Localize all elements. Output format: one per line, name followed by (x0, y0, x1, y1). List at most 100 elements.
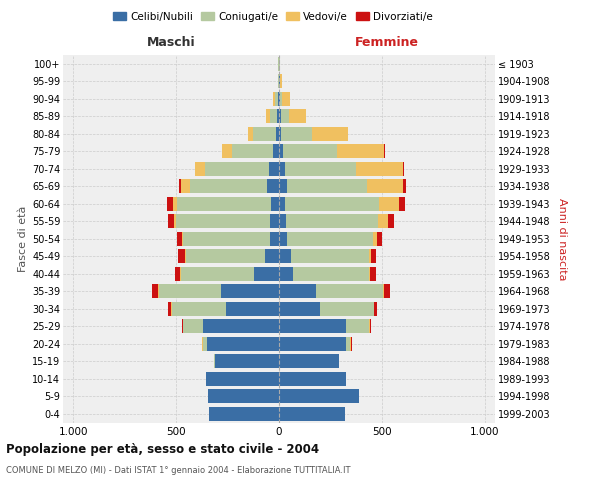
Bar (279, 74, 280, 88)
Bar (346, 320, 369, 333)
Bar (346, 337, 350, 351)
Bar (279, 249, 291, 263)
Bar (273, 144, 279, 158)
Bar (174, 214, 176, 228)
Bar (178, 249, 185, 263)
Bar (266, 180, 279, 193)
Bar (281, 110, 289, 123)
Bar (279, 232, 287, 245)
Text: COMUNE DI MELZO (MI) - Dati ISTAT 1° gennaio 2004 - Elaborazione TUTTITALIA.IT: COMUNE DI MELZO (MI) - Dati ISTAT 1° gen… (6, 466, 350, 475)
Bar (172, 302, 226, 316)
Bar (279, 144, 283, 158)
Bar (223, 144, 232, 158)
Bar (266, 110, 270, 123)
Bar (254, 267, 279, 281)
Bar (232, 144, 273, 158)
Y-axis label: Fasce di età: Fasce di età (17, 206, 28, 272)
Bar (207, 337, 279, 351)
Bar (356, 162, 403, 176)
Bar (173, 196, 177, 211)
Bar (399, 196, 405, 211)
Bar (158, 284, 221, 298)
Bar (279, 284, 316, 298)
Bar (279, 320, 346, 333)
Bar (206, 372, 279, 386)
Bar (167, 196, 173, 211)
Bar (289, 110, 306, 123)
Bar (185, 249, 187, 263)
Bar (287, 180, 367, 193)
Bar (171, 302, 172, 316)
Bar (281, 126, 312, 141)
Bar (279, 407, 345, 421)
Bar (350, 337, 351, 351)
Bar (279, 337, 346, 351)
Bar (337, 144, 384, 158)
Bar (169, 214, 174, 228)
Y-axis label: Anni di nascita: Anni di nascita (557, 198, 567, 280)
Bar (275, 92, 278, 106)
Bar (181, 180, 190, 193)
Bar (194, 162, 205, 176)
Text: Femmine: Femmine (355, 36, 419, 49)
Bar (285, 162, 356, 176)
Bar (209, 407, 279, 421)
Bar (279, 267, 293, 281)
Bar (226, 302, 279, 316)
Bar (279, 126, 281, 141)
Bar (280, 92, 283, 106)
Bar (270, 214, 279, 228)
Bar (279, 162, 285, 176)
Bar (279, 302, 320, 316)
Bar (273, 92, 275, 106)
Bar (379, 196, 399, 211)
Bar (205, 162, 269, 176)
Bar (377, 232, 382, 245)
Bar (177, 196, 271, 211)
Bar (184, 320, 203, 333)
Bar (378, 214, 388, 228)
Bar (279, 354, 338, 368)
Bar (271, 196, 279, 211)
Bar (277, 110, 279, 123)
Bar (279, 389, 359, 403)
Bar (374, 302, 377, 316)
Bar (383, 284, 384, 298)
Bar (351, 337, 352, 351)
Bar (291, 249, 368, 263)
Bar (215, 354, 279, 368)
Bar (403, 162, 404, 176)
Bar (221, 284, 279, 298)
Text: Maschi: Maschi (146, 36, 196, 49)
Bar (276, 126, 279, 141)
Bar (279, 372, 346, 386)
Bar (179, 180, 181, 193)
Bar (270, 232, 279, 245)
Bar (368, 267, 370, 281)
Bar (181, 267, 254, 281)
Bar (279, 196, 285, 211)
Bar (320, 302, 374, 316)
Bar (338, 354, 340, 368)
Bar (169, 302, 171, 316)
Bar (187, 249, 265, 263)
Bar (265, 249, 279, 263)
Bar (287, 232, 373, 245)
Bar (203, 337, 207, 351)
Bar (152, 284, 158, 298)
Bar (182, 320, 184, 333)
Bar (279, 180, 287, 193)
Bar (269, 162, 279, 176)
Bar (214, 354, 215, 368)
Bar (384, 284, 389, 298)
Legend: Celibi/Nubili, Coniugati/e, Vedovi/e, Divorziati/e: Celibi/Nubili, Coniugati/e, Vedovi/e, Di… (109, 8, 437, 26)
Bar (176, 232, 182, 245)
Bar (283, 144, 337, 158)
Bar (316, 284, 383, 298)
Bar (283, 92, 290, 106)
Bar (373, 232, 377, 245)
Bar (248, 126, 253, 141)
Bar (370, 320, 371, 333)
Bar (190, 180, 266, 193)
Bar (208, 389, 279, 403)
